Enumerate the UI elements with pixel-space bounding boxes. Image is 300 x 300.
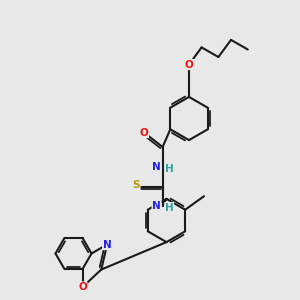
- Text: H: H: [165, 164, 174, 174]
- Text: O: O: [78, 282, 87, 292]
- Text: N: N: [152, 201, 161, 211]
- Text: H: H: [165, 202, 174, 213]
- Text: N: N: [152, 162, 161, 172]
- Text: O: O: [184, 59, 194, 70]
- Text: O: O: [140, 128, 148, 138]
- Text: N: N: [103, 239, 112, 250]
- Text: S: S: [133, 180, 140, 190]
